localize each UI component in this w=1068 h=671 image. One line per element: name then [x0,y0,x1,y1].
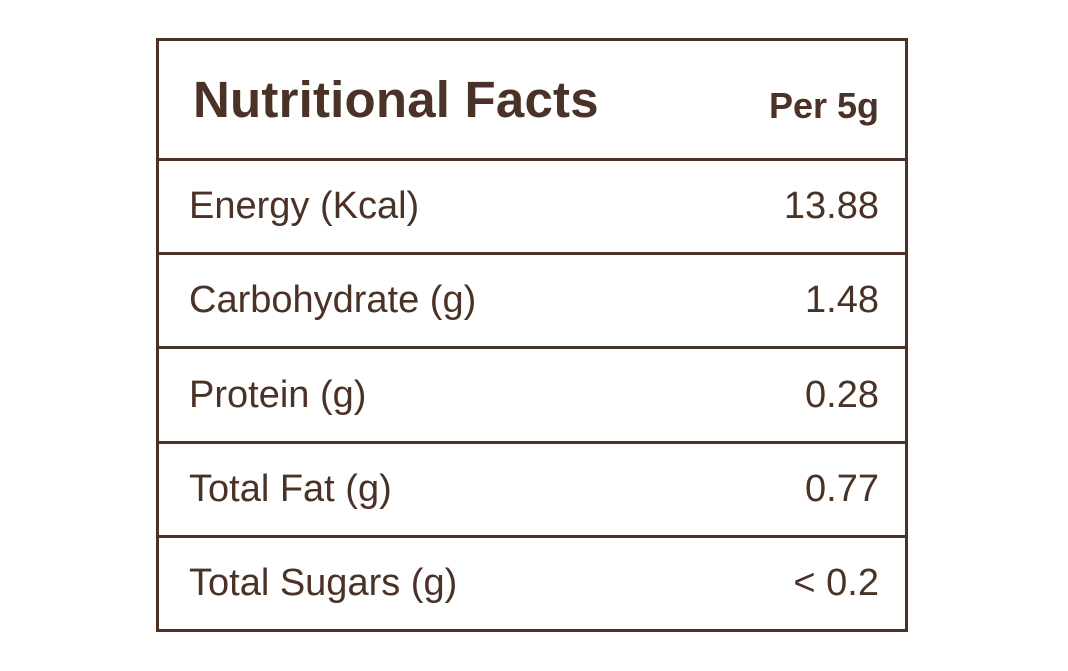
nutrient-value: 0.77 [805,467,879,510]
table-row-total-sugars: Total Sugars (g) < 0.2 [159,534,905,629]
serving-size-label: Per 5g [768,84,879,126]
nutrient-label: Total Sugars (g) [189,561,458,604]
nutrient-value: < 0.2 [793,561,879,604]
nutrient-value: 0.28 [805,373,879,416]
nutrition-facts-table: Nutritional Facts Per 5g Energy (Kcal) 1… [156,38,908,632]
nutrient-label: Protein (g) [189,373,367,416]
nutrient-label: Total Fat (g) [189,467,392,510]
table-title: Nutritional Facts [193,71,599,128]
table-row-total-fat: Total Fat (g) 0.77 [159,440,905,535]
nutrient-value: 1.48 [805,279,879,322]
table-header-row: Nutritional Facts Per 5g [159,41,905,158]
nutrient-label: Energy (Kcal) [189,185,420,228]
table-row-carbohydrate: Carbohydrate (g) 1.48 [159,252,905,346]
table-row-energy: Energy (Kcal) 13.88 [159,158,905,252]
nutrient-label: Carbohydrate (g) [189,279,477,322]
nutrient-value: 13.88 [783,185,879,228]
table-row-protein: Protein (g) 0.28 [159,346,905,440]
